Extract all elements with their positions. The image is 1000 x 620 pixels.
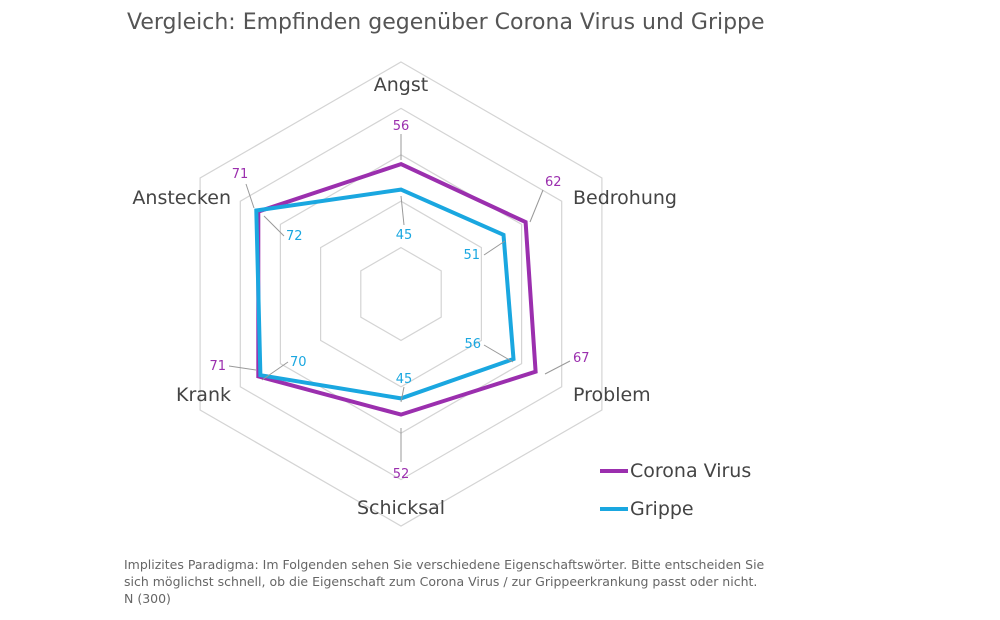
- footnote: Implizites Paradigma: Im Folgenden sehen…: [124, 556, 824, 607]
- corona-value-problem: 67: [573, 351, 590, 366]
- grippe-leader-krank: [261, 361, 289, 381]
- radar-labels: Angst Bedrohung Problem Schicksal Krank Anste…: [132, 74, 677, 519]
- chart-title: Vergleich: Empfinden gegenüber Corona Vi…: [127, 10, 765, 35]
- footnote-line-1: Implizites Paradigma: Im Folgenden sehen…: [124, 557, 765, 572]
- corona-value-angst: 56: [393, 119, 410, 134]
- series-grippe-line: [254, 187, 516, 401]
- grippe-value-problem: 56: [464, 337, 481, 352]
- grippe-leader-schicksal: [400, 386, 405, 403]
- axis-label-krank: Krank: [176, 384, 231, 406]
- axis-label-problem: Problem: [573, 384, 651, 406]
- corona-leader-bedrohung: [529, 189, 544, 223]
- corona-leader-anstecken: [245, 183, 255, 209]
- corona-leader-krank: [228, 365, 257, 371]
- legend-swatch-grippe: [600, 507, 628, 511]
- grippe-value-krank: 70: [290, 355, 307, 370]
- grippe-leader-angst: [400, 195, 405, 226]
- grid-ring-4: [239, 107, 563, 481]
- legend-label-corona: Corona Virus: [630, 460, 752, 482]
- grid-ring-1: [360, 246, 442, 342]
- grippe-value-angst: 45: [396, 228, 413, 243]
- footnote-line-3: N (300): [124, 591, 171, 606]
- grippe-value-bedrohung: 51: [463, 248, 480, 263]
- grid-ring-2: [320, 200, 482, 388]
- grippe-value-schicksal: 45: [396, 372, 413, 387]
- axis-label-schicksal: Schicksal: [357, 497, 445, 519]
- axis-label-bedrohung: Bedrohung: [573, 187, 677, 209]
- footnote-line-2: sich möglichst schnell, ob die Eigenscha…: [124, 574, 758, 589]
- radar-series: [254, 161, 538, 417]
- grippe-leader-bedrohung: [483, 240, 506, 256]
- axis-label-anstecken: Anstecken: [132, 187, 231, 209]
- legend-item-grippe: Grippe: [600, 490, 751, 528]
- corona-leader-problem: [544, 360, 571, 375]
- corona-value-anstecken: 71: [232, 167, 249, 182]
- legend-item-corona: Corona Virus: [600, 452, 751, 490]
- corona-value-bedrohung: 62: [545, 175, 562, 190]
- grippe-value-anstecken: 72: [286, 229, 303, 244]
- legend-label-grippe: Grippe: [630, 498, 694, 520]
- legend: Corona Virus Grippe: [600, 452, 751, 528]
- corona-value-schicksal: 52: [393, 467, 410, 482]
- grid-ring-5: [199, 61, 603, 527]
- legend-swatch-corona: [600, 469, 628, 473]
- axis-label-angst: Angst: [374, 74, 428, 96]
- grippe-leader-problem: [483, 344, 514, 363]
- corona-value-krank: 71: [209, 359, 226, 374]
- grippe-leader-anstecken: [263, 215, 285, 237]
